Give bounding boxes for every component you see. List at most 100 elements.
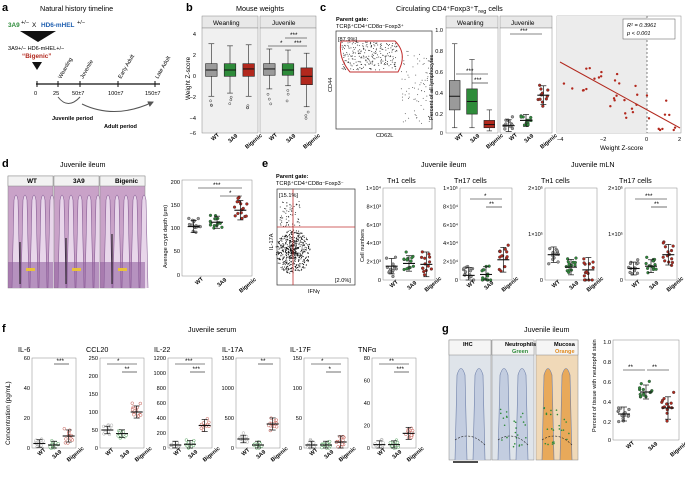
b-yticks: 4 2 0 −2 −4 −6	[190, 32, 196, 137]
flow-dot	[280, 266, 282, 268]
flow-dot	[296, 252, 298, 254]
flow-dot	[408, 76, 410, 78]
flow-dot	[425, 86, 427, 88]
dot-bigenic	[199, 426, 203, 430]
flow-dot	[297, 254, 299, 256]
d-xlabels: WT 3A9 Bigenic	[194, 276, 257, 295]
flow-dot	[380, 58, 382, 60]
dot-3a9	[208, 213, 213, 217]
f-sig: ***	[185, 358, 193, 365]
c-juvenile-dots	[502, 83, 550, 132]
flow-dot	[423, 57, 425, 59]
dot-wt	[35, 445, 39, 449]
flow-dot	[348, 46, 350, 48]
flow-dot	[380, 43, 382, 45]
c-title-main: Circulating CD4⁺Foxp3⁺T	[396, 4, 479, 13]
g-tile-label: Mucosa	[554, 342, 576, 348]
dot-bigenic	[130, 408, 135, 412]
dot-bigenic	[419, 255, 424, 259]
dot-bigenic	[541, 104, 545, 108]
flow-dot	[293, 252, 295, 254]
flow-dot	[363, 57, 365, 59]
flow-dot	[403, 60, 405, 62]
flow-dot	[366, 43, 368, 45]
flow-dot	[353, 63, 355, 65]
f-ytick: 1200	[154, 356, 166, 362]
flow-dot	[283, 260, 285, 262]
box-outlier	[228, 102, 232, 106]
neutrophil-dot	[558, 428, 561, 430]
neutrophil-dot	[556, 413, 559, 416]
flow-dot	[383, 64, 385, 66]
cross-right: HD6-mHEL	[41, 22, 74, 29]
c-xlabel: Bigenic	[539, 133, 558, 151]
dot-3a9	[573, 260, 577, 265]
f-ytick: 80	[364, 356, 370, 362]
flow-dot	[309, 248, 311, 250]
flow-dot	[291, 250, 293, 252]
dot-bigenic	[503, 265, 507, 269]
flow-dot	[384, 56, 386, 58]
cross-left: 3A9	[8, 22, 20, 29]
corr-dot	[613, 79, 617, 82]
flow-dot	[390, 60, 392, 62]
flow-dot	[289, 233, 291, 236]
flow-dot	[360, 63, 362, 65]
d-ytick: 50	[174, 249, 180, 255]
c-xlabel: 3A9	[523, 133, 535, 144]
dot-bigenic	[582, 257, 586, 261]
mucosa-outline	[497, 435, 529, 446]
flow-dot	[305, 256, 307, 258]
tick-50: 50±7	[72, 91, 84, 97]
f-ytick: 250	[89, 356, 98, 362]
flow-dot	[304, 241, 306, 243]
dot-bigenic	[538, 83, 542, 87]
flow-dot	[297, 266, 299, 268]
g-tile-sub: Green	[512, 349, 529, 355]
flow-dot	[286, 271, 288, 273]
dot-wt	[187, 216, 191, 221]
dot-bigenic	[409, 433, 413, 437]
dot-wt	[391, 274, 395, 279]
f-plot	[235, 357, 281, 449]
flow-dot	[392, 58, 394, 60]
dot-bigenic	[422, 273, 427, 277]
f-chart-title: IL-17A	[222, 345, 243, 354]
corr-dot	[582, 89, 585, 92]
f-sig: **	[389, 358, 394, 365]
g-ytick: 0.2	[603, 420, 611, 426]
g-significance: ** **	[623, 364, 669, 371]
flow-dot	[353, 46, 355, 48]
flow-dot	[427, 76, 429, 78]
ihc-villus	[497, 368, 511, 461]
neutrophil-dot	[558, 424, 560, 427]
dot-wt	[472, 278, 476, 282]
flow-dot	[427, 67, 429, 69]
dot-bigenic	[669, 401, 673, 405]
flow-dot	[341, 46, 343, 48]
c-ylabel: Percent of all lymphocytes	[429, 55, 435, 120]
flow-dot	[370, 46, 372, 48]
flow-dot	[290, 248, 292, 250]
g-ytick: 0	[608, 438, 611, 444]
tick-0: 0	[34, 91, 37, 97]
flow-dot	[299, 253, 301, 255]
e-ytick: 2×10⁴	[443, 259, 459, 266]
neutrophil-dot	[547, 443, 549, 446]
ihc-tile-header	[491, 339, 535, 356]
flow-dot	[302, 243, 304, 245]
d-sig: *	[229, 190, 232, 197]
ihc-tile-header	[535, 339, 579, 356]
panel-c-letter: c	[320, 2, 326, 14]
box-outlier	[285, 99, 289, 103]
flow-dot	[283, 256, 285, 258]
flow-dot	[355, 61, 357, 63]
flow-dot	[390, 47, 392, 49]
neutrophil-dot	[568, 432, 570, 435]
flow-dot	[284, 237, 286, 239]
flow-dot	[279, 259, 282, 261]
f-xlabel: Bigenic	[66, 446, 85, 464]
flow-dot	[414, 98, 416, 100]
flow-dot	[370, 67, 372, 69]
cross-left-sup: +/−	[21, 20, 29, 26]
